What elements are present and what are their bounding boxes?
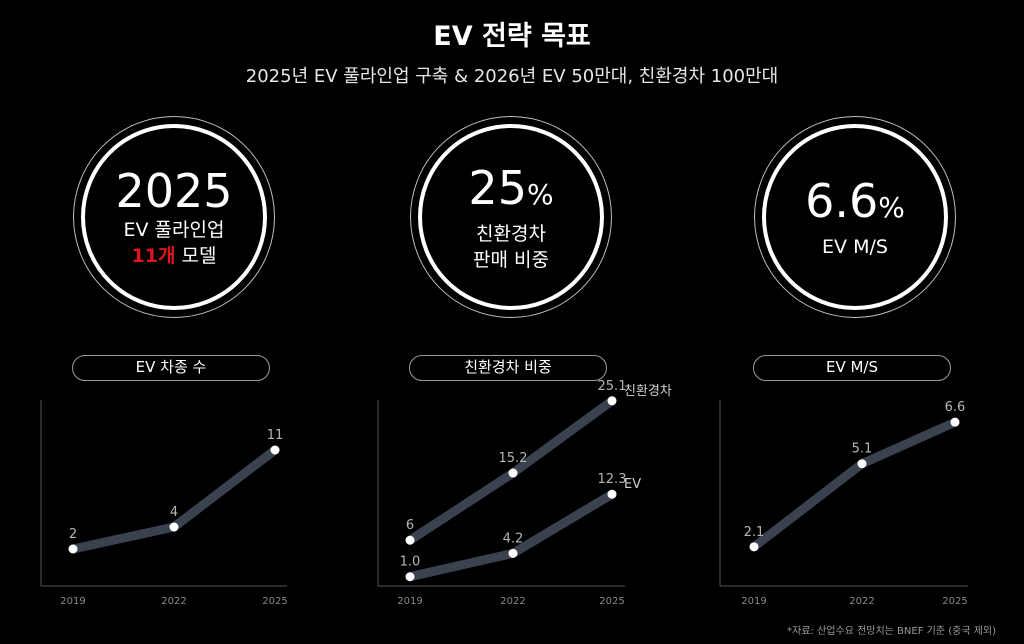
kpi-value: 2025 bbox=[115, 164, 233, 218]
footnote: *자료: 산업수요 전망치는 BNEF 기준 (중국 제외) bbox=[787, 626, 996, 637]
x-tick-label: 2019 bbox=[741, 596, 766, 607]
data-label: 2.1 bbox=[744, 525, 765, 540]
chart-title-pill: EV 차종 수 bbox=[72, 355, 270, 381]
kpi-label: EV 풀라인업 bbox=[123, 219, 225, 241]
x-tick-label: 2019 bbox=[397, 596, 422, 607]
data-label: 1.0 bbox=[400, 555, 421, 570]
data-label: 4 bbox=[170, 505, 178, 520]
x-tick-label: 2022 bbox=[849, 596, 874, 607]
data-point bbox=[169, 522, 179, 532]
data-label: 11 bbox=[267, 428, 284, 443]
series-line bbox=[68, 445, 280, 554]
kpi-label: 판매 비중 bbox=[473, 248, 549, 271]
data-label: 12.3 bbox=[598, 472, 627, 487]
kpi-label: 친환경차 bbox=[476, 222, 546, 245]
chart-title-pill: EV M/S bbox=[753, 355, 951, 381]
kpi-suffix: % bbox=[526, 177, 554, 211]
kpi-eco-share: 25% 친환경차 판매 비중 bbox=[410, 116, 612, 318]
data-point bbox=[857, 459, 867, 469]
data-point bbox=[607, 396, 617, 406]
data-point bbox=[607, 489, 617, 499]
series-legend-label: EV bbox=[624, 477, 641, 492]
data-point bbox=[508, 548, 518, 558]
data-label: 6.6 bbox=[945, 400, 966, 415]
x-tick-label: 2025 bbox=[599, 596, 624, 607]
data-point bbox=[749, 542, 759, 552]
data-point bbox=[68, 544, 78, 554]
data-point bbox=[270, 445, 280, 455]
kpi-label: EV M/S bbox=[822, 235, 888, 258]
data-point bbox=[508, 468, 518, 478]
kpi-highlight: 11개 bbox=[131, 245, 176, 267]
data-label: 4.2 bbox=[503, 531, 524, 546]
kpi-ev-ms: 6.6% EV M/S bbox=[754, 116, 956, 318]
x-tick-label: 2022 bbox=[161, 596, 186, 607]
kpi-label: 모델 bbox=[175, 245, 217, 267]
page-title: EV 전략 목표 bbox=[433, 21, 591, 52]
page-subtitle: 2025년 EV 풀라인업 구축 & 2026년 EV 50만대, 친환경차 1… bbox=[245, 66, 779, 87]
data-label: 2 bbox=[69, 527, 77, 542]
x-tick-label: 2025 bbox=[942, 596, 967, 607]
kpi-value: 6.6 bbox=[805, 173, 879, 228]
kpi-value: 25 bbox=[468, 160, 527, 215]
kpi-lineup: 2025 EV 풀라인업 11개 모델 bbox=[73, 116, 275, 318]
data-point bbox=[405, 572, 415, 582]
kpi-suffix: % bbox=[878, 190, 905, 224]
x-tick-label: 2019 bbox=[60, 596, 85, 607]
chart-title-pill: 친환경차 비중 bbox=[409, 355, 607, 381]
data-label: 6 bbox=[406, 518, 414, 533]
data-label: 25.1 bbox=[598, 379, 627, 394]
x-tick-label: 2022 bbox=[500, 596, 525, 607]
x-tick-label: 2025 bbox=[262, 596, 287, 607]
data-point bbox=[405, 535, 415, 545]
data-point bbox=[950, 417, 960, 427]
data-label: 5.1 bbox=[852, 442, 873, 457]
series-legend-label: 친환경차 bbox=[624, 384, 672, 399]
data-label: 15.2 bbox=[499, 451, 528, 466]
